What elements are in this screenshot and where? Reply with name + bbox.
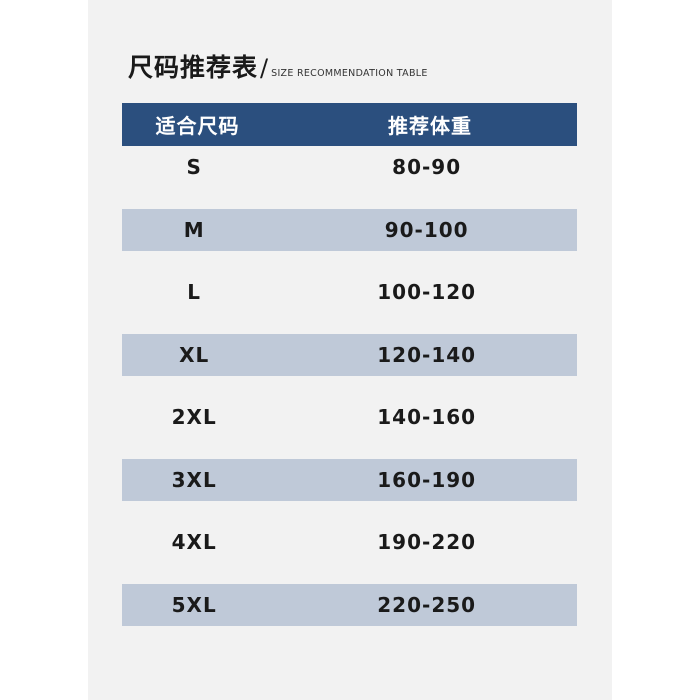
table-row: 2XL 140-160 — [122, 396, 577, 438]
title-slash: / — [260, 54, 269, 82]
weight-cell: 190-220 — [377, 530, 477, 554]
table-row: XL 120-140 — [122, 333, 577, 376]
table-row: 3XL 160-190 — [122, 458, 577, 501]
header-size: 适合尺码 — [155, 114, 240, 138]
weight-cell: 100-120 — [377, 280, 477, 304]
table-row: S 80-90 — [122, 146, 577, 188]
page-title: 尺码推荐表 / SIZE RECOMMENDATION TABLE — [128, 48, 428, 84]
weight-cell: 160-190 — [377, 467, 477, 492]
table-row: L 100-120 — [122, 271, 577, 313]
weight-cell: 220-250 — [377, 592, 477, 617]
table-header: 适合尺码 推荐体重 — [122, 103, 577, 146]
size-cell: 4XL — [171, 530, 217, 554]
size-cell: 3XL — [171, 467, 217, 492]
table-row: 4XL 190-220 — [122, 521, 577, 563]
header-weight: 推荐体重 — [388, 114, 473, 138]
table-row: 5XL 220-250 — [122, 583, 577, 626]
table-row: M 90-100 — [122, 208, 577, 251]
weight-cell: 120-140 — [377, 342, 477, 367]
title-english: SIZE RECOMMENDATION TABLE — [271, 68, 428, 79]
weight-cell: 140-160 — [377, 405, 477, 429]
title-chinese: 尺码推荐表 — [128, 53, 259, 82]
weight-cell: 80-90 — [392, 155, 462, 179]
size-cell: XL — [179, 342, 210, 367]
weight-cell: 90-100 — [384, 217, 469, 242]
size-cell: 2XL — [171, 405, 217, 429]
size-table: 适合尺码 推荐体重 S 80-90 M 90-100 L 100-120 XL 120-140… — [122, 103, 577, 626]
size-cell: S — [186, 155, 202, 179]
size-cell: 5XL — [171, 592, 217, 617]
size-cell: M — [183, 217, 205, 242]
size-cell: L — [187, 280, 202, 304]
